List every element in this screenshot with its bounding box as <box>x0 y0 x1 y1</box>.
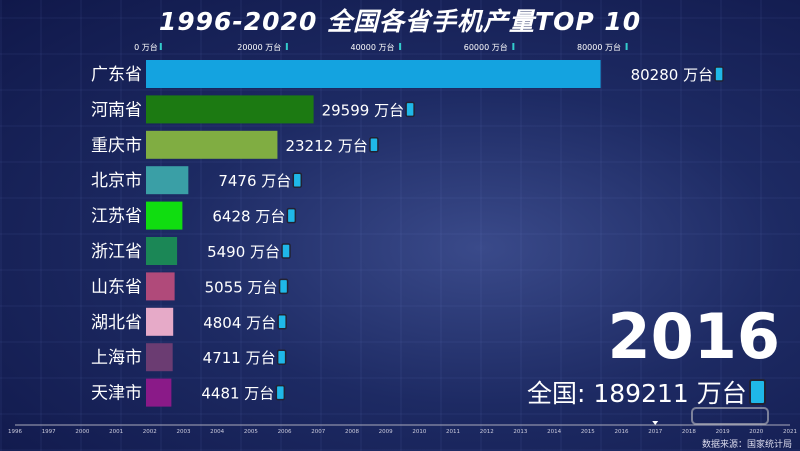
timeline-year-label[interactable]: 2010 <box>412 429 426 435</box>
value-label: 4711 万台 <box>203 349 276 367</box>
timeline-year-label[interactable]: 2011 <box>446 429 460 435</box>
mobile-phone-icon <box>292 172 303 188</box>
x-tick-label: 40000 万台 <box>351 42 395 52</box>
category-label: 广东省 <box>91 65 142 85</box>
x-tick-label: 80000 万台 <box>577 42 621 52</box>
timeline-year-label[interactable]: 2003 <box>176 429 190 435</box>
chart-title: 1996-2020 全国各省手机产量TOP 10 <box>158 7 642 36</box>
mobile-phone-icon <box>159 43 162 50</box>
bar <box>146 130 278 159</box>
current-year: 2016 <box>607 300 780 373</box>
timeline-year-label[interactable]: 2013 <box>513 429 527 435</box>
watermark-logo <box>691 407 769 425</box>
timeline-year-label[interactable]: 2019 <box>716 429 730 435</box>
x-tick-label: 0 万台 <box>134 42 158 52</box>
timeline-year-label[interactable]: 2014 <box>547 429 561 435</box>
mobile-phone-icon <box>278 278 289 295</box>
category-label: 天津市 <box>91 384 142 404</box>
value-label: 7476 万台 <box>218 172 291 190</box>
category-label: 河南省 <box>91 100 142 120</box>
value-label: 6428 万台 <box>212 208 285 226</box>
value-label: 4804 万台 <box>203 314 276 332</box>
mobile-phone-icon <box>399 43 402 50</box>
value-label: 5490 万台 <box>207 243 280 261</box>
mobile-phone-icon <box>275 384 286 401</box>
bar <box>146 272 175 301</box>
value-label: 4481 万台 <box>201 385 274 403</box>
category-label: 浙江省 <box>91 242 142 262</box>
bar <box>146 95 314 124</box>
category-label: 上海市 <box>91 348 142 368</box>
value-label: 80280 万台 <box>631 66 714 84</box>
mobile-phone-icon <box>512 43 515 50</box>
value-label: 29599 万台 <box>322 101 405 119</box>
timeline-year-label[interactable]: 2000 <box>75 429 89 435</box>
bar <box>146 307 174 336</box>
timeline-year-label[interactable]: 2020 <box>749 429 763 435</box>
value-label: 23212 万台 <box>285 137 368 155</box>
mobile-phone-icon <box>369 137 379 153</box>
bar <box>146 343 173 372</box>
mobile-phone-icon <box>285 43 288 50</box>
timeline-year-label[interactable]: 2021 <box>783 429 797 435</box>
category-label: 湖北省 <box>91 313 142 333</box>
timeline-year-label[interactable]: 2007 <box>311 429 325 435</box>
mobile-phone-icon <box>277 314 287 330</box>
timeline-year-label[interactable]: 2008 <box>345 429 359 435</box>
timeline-year-label[interactable]: 2015 <box>581 429 595 435</box>
x-tick-label: 20000 万台 <box>237 42 281 52</box>
mobile-phone-icon <box>281 243 291 259</box>
category-label: 山东省 <box>91 277 142 297</box>
mobile-phone-icon <box>625 43 628 50</box>
bar <box>146 201 183 230</box>
category-label: 重庆市 <box>91 136 142 156</box>
national-total-text: 全国: 189211 万台 <box>527 379 747 408</box>
timeline-year-label[interactable]: 2004 <box>210 429 224 435</box>
timeline-year-label[interactable]: 2002 <box>143 429 157 435</box>
bar <box>146 237 178 265</box>
timeline-year-label[interactable]: 1997 <box>42 429 56 435</box>
bar <box>146 60 601 88</box>
category-label: 北京市 <box>91 171 142 191</box>
timeline-year-label[interactable]: 2016 <box>615 429 629 435</box>
timeline-year-label[interactable]: 2018 <box>682 429 696 435</box>
timeline-year-label[interactable]: 2005 <box>244 429 258 435</box>
mobile-phone-icon <box>405 101 415 118</box>
mobile-phone-icon <box>276 349 287 365</box>
x-tick-label: 60000 万台 <box>464 42 508 52</box>
bar <box>146 166 189 195</box>
mobile-phone-icon <box>748 379 766 405</box>
mobile-phone-icon <box>286 207 297 224</box>
timeline-year-label[interactable]: 2009 <box>379 429 393 435</box>
timeline-year-label[interactable]: 2017 <box>648 429 662 435</box>
mobile-phone-icon <box>714 66 724 82</box>
data-source: 数据来源：国家统计局 <box>701 440 792 450</box>
bar <box>146 378 172 407</box>
timeline-marker[interactable] <box>652 421 659 425</box>
timeline-year-label[interactable]: 2006 <box>278 429 292 435</box>
timeline-year-label[interactable]: 1996 <box>8 429 22 435</box>
national-total: 全国: 189211 万台 <box>527 374 766 410</box>
category-label: 江苏省 <box>91 207 142 227</box>
timeline-year-label[interactable]: 2001 <box>109 429 123 435</box>
value-label: 5055 万台 <box>205 278 278 296</box>
timeline-year-label[interactable]: 2012 <box>480 429 494 435</box>
